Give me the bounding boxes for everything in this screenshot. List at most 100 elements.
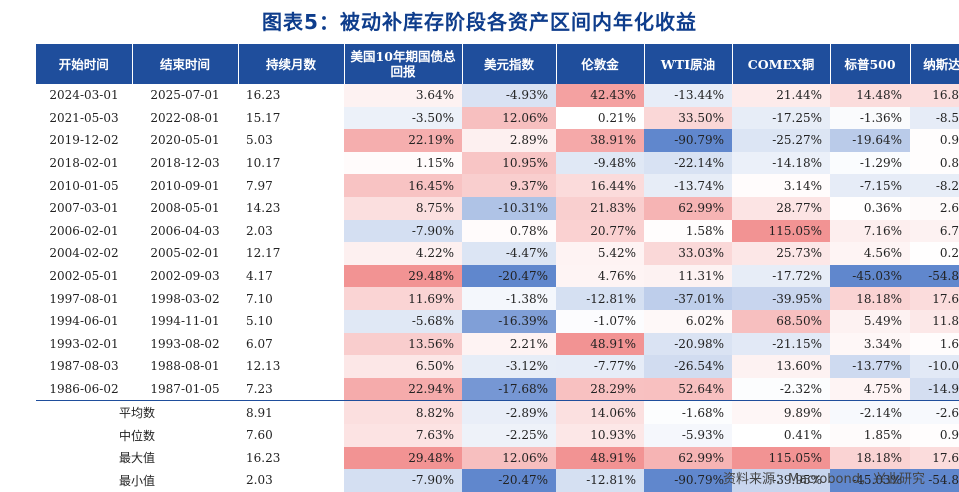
- table-cell: -12.81%: [556, 287, 644, 310]
- table-cell: 12.17: [246, 246, 281, 261]
- table-cell: 10.95%: [462, 151, 556, 175]
- table-cell: 16.23: [246, 88, 281, 103]
- table-cell: -21.15%: [732, 332, 830, 356]
- table-cell: 38.91%: [556, 129, 644, 152]
- table-cell: 1997-08-01: [49, 291, 119, 306]
- table-cell: -19.64%: [830, 129, 910, 152]
- table-cell: 42.43%: [556, 84, 644, 107]
- table-cell: 21.83%: [556, 196, 644, 220]
- table-cell: -22.14%: [644, 151, 732, 175]
- table-cell: 2006-02-01: [49, 223, 119, 238]
- table-cell: 2008-05-01: [150, 201, 220, 216]
- table-cell: 5.03: [246, 133, 273, 148]
- column-header: 持续月数: [238, 44, 345, 84]
- column-header: 伦敦金: [556, 44, 645, 84]
- table-row: 1987-08-03 1988-08-01 12.13 6.50% -3.12% -7.7…: [36, 355, 959, 378]
- table-cell: 0.26%: [910, 242, 959, 265]
- summary-cell: 0.41%: [732, 423, 830, 447]
- table-cell: 33.03%: [644, 242, 732, 265]
- table-cell: 13.60%: [732, 355, 830, 378]
- summary-cell: 7.63%: [344, 423, 462, 447]
- table-cell: 33.50%: [644, 106, 732, 130]
- table-row: 1997-08-01 1998-03-02 7.10 11.69% -1.38% -12.…: [36, 287, 959, 310]
- table-cell: 4.56%: [830, 242, 910, 265]
- table-cell: -39.95%: [732, 287, 830, 310]
- summary-cell: 8.91: [238, 400, 344, 424]
- column-header: 开始时间: [36, 44, 133, 84]
- summary-cell: -90.79%: [644, 469, 732, 492]
- table-cell: 29.48%: [344, 264, 462, 288]
- table-cell: 5.49%: [830, 309, 910, 333]
- table-cell: -10.04%: [910, 355, 959, 378]
- table-row: 2018-02-01 2018-12-03 10.17 1.15% 10.95% -9.4…: [36, 151, 959, 175]
- summary-cell: 115.05%: [732, 446, 830, 470]
- table-cell: 2019-12-02: [49, 133, 119, 148]
- table-cell: -10.31%: [462, 196, 556, 220]
- table-cell: -7.90%: [344, 219, 462, 243]
- summary-cell: -7.90%: [344, 469, 462, 492]
- table-row: 2019-12-02 2020-05-01 5.03 22.19% 2.89% 38.91…: [36, 129, 959, 152]
- summary-row: 中位数 7.60 7.63% -2.25% 10.93% -5.93% 0.41% 1.85%…: [36, 423, 959, 447]
- table-cell: 1987-08-03: [49, 359, 119, 374]
- table-cell: 25.73%: [732, 242, 830, 265]
- table-cell: 2.89%: [462, 129, 556, 152]
- table-cell: 14.48%: [830, 84, 910, 107]
- column-header: 美国10年期国债总回报: [344, 44, 463, 84]
- summary-cell: -12.81%: [556, 469, 644, 492]
- table-cell: 2002-09-03: [150, 269, 220, 284]
- summary-cell: 17.62%: [910, 446, 959, 470]
- table-cell: 15.17: [246, 110, 281, 125]
- table-row: 1986-06-02 1987-01-05 7.23 22.94% -17.68% 28.…: [36, 377, 959, 401]
- table-cell: 22.19%: [344, 129, 462, 152]
- table-cell: -4.93%: [462, 84, 556, 107]
- summary-label: 最小值: [118, 473, 155, 488]
- source-note: 资料来源：Macrobond，兴业研究: [722, 472, 925, 487]
- table-cell: -4.47%: [462, 242, 556, 265]
- table-cell: 1.15%: [344, 151, 462, 175]
- summary-label: 最大值: [118, 451, 155, 466]
- table-cell: 68.50%: [732, 309, 830, 333]
- table-cell: 4.75%: [830, 377, 910, 401]
- table-cell: 2004-02-02: [49, 246, 119, 261]
- table-cell: 16.86%: [910, 84, 959, 107]
- table-cell: 115.05%: [732, 219, 830, 243]
- table-cell: 2.60%: [910, 196, 959, 220]
- table-cell: 13.56%: [344, 332, 462, 356]
- table-cell: 1.62%: [910, 332, 959, 356]
- table-cell: 1994-06-01: [49, 314, 119, 329]
- summary-cell: -2.25%: [462, 423, 556, 447]
- summary-cell: 18.18%: [830, 446, 910, 470]
- table-cell: -13.44%: [644, 84, 732, 107]
- table-cell: -8.24%: [910, 174, 959, 197]
- table-cell: 1988-08-01: [150, 359, 220, 374]
- column-header: 美元指数: [462, 44, 557, 84]
- table-row: 2010-01-05 2010-09-01 7.97 16.45% 9.37% 16.44…: [36, 174, 959, 197]
- table-cell: 1994-11-01: [150, 314, 220, 329]
- summary-row: 平均数 8.91 8.82% -2.89% 14.06% -1.68% 9.89% -2.14…: [36, 400, 959, 424]
- table-row: 2007-03-01 2008-05-01 14.23 8.75% -10.31% 21.…: [36, 196, 959, 220]
- table-cell: -2.32%: [732, 377, 830, 401]
- table-cell: 2007-03-01: [49, 201, 119, 216]
- returns-table: 开始时间 结束时间 持续月数 美国10年期国债总回报 美元指数 伦敦金 WTI原油 COMEX…: [36, 44, 959, 492]
- table-cell: -13.74%: [644, 174, 732, 197]
- table-cell: 1986-06-02: [49, 382, 119, 397]
- table-cell: 2018-12-03: [150, 156, 220, 171]
- table-cell: -7.77%: [556, 355, 644, 378]
- summary-cell: 29.48%: [344, 446, 462, 470]
- table-cell: 2025-07-01: [150, 88, 220, 103]
- table-cell: 7.10: [246, 291, 273, 306]
- table-cell: 0.78%: [462, 219, 556, 243]
- table-cell: -14.18%: [732, 151, 830, 175]
- summary-label: 中位数: [118, 428, 155, 443]
- table-cell: 0.21%: [556, 106, 644, 130]
- table-cell: 1.58%: [644, 219, 732, 243]
- table-cell: 2.03: [246, 223, 273, 238]
- table-cell: -1.38%: [462, 287, 556, 310]
- table-cell: 2006-04-03: [150, 223, 220, 238]
- table-cell: -9.48%: [556, 151, 644, 175]
- table-cell: -3.50%: [344, 106, 462, 130]
- summary-row: 最小值 2.03 -7.90% -20.47% -12.81% -90.79% -39.95…: [36, 469, 959, 492]
- table-cell: 1998-03-02: [150, 291, 220, 306]
- summary-cell: -1.68%: [644, 400, 732, 424]
- column-header: 纳斯达克: [910, 44, 959, 84]
